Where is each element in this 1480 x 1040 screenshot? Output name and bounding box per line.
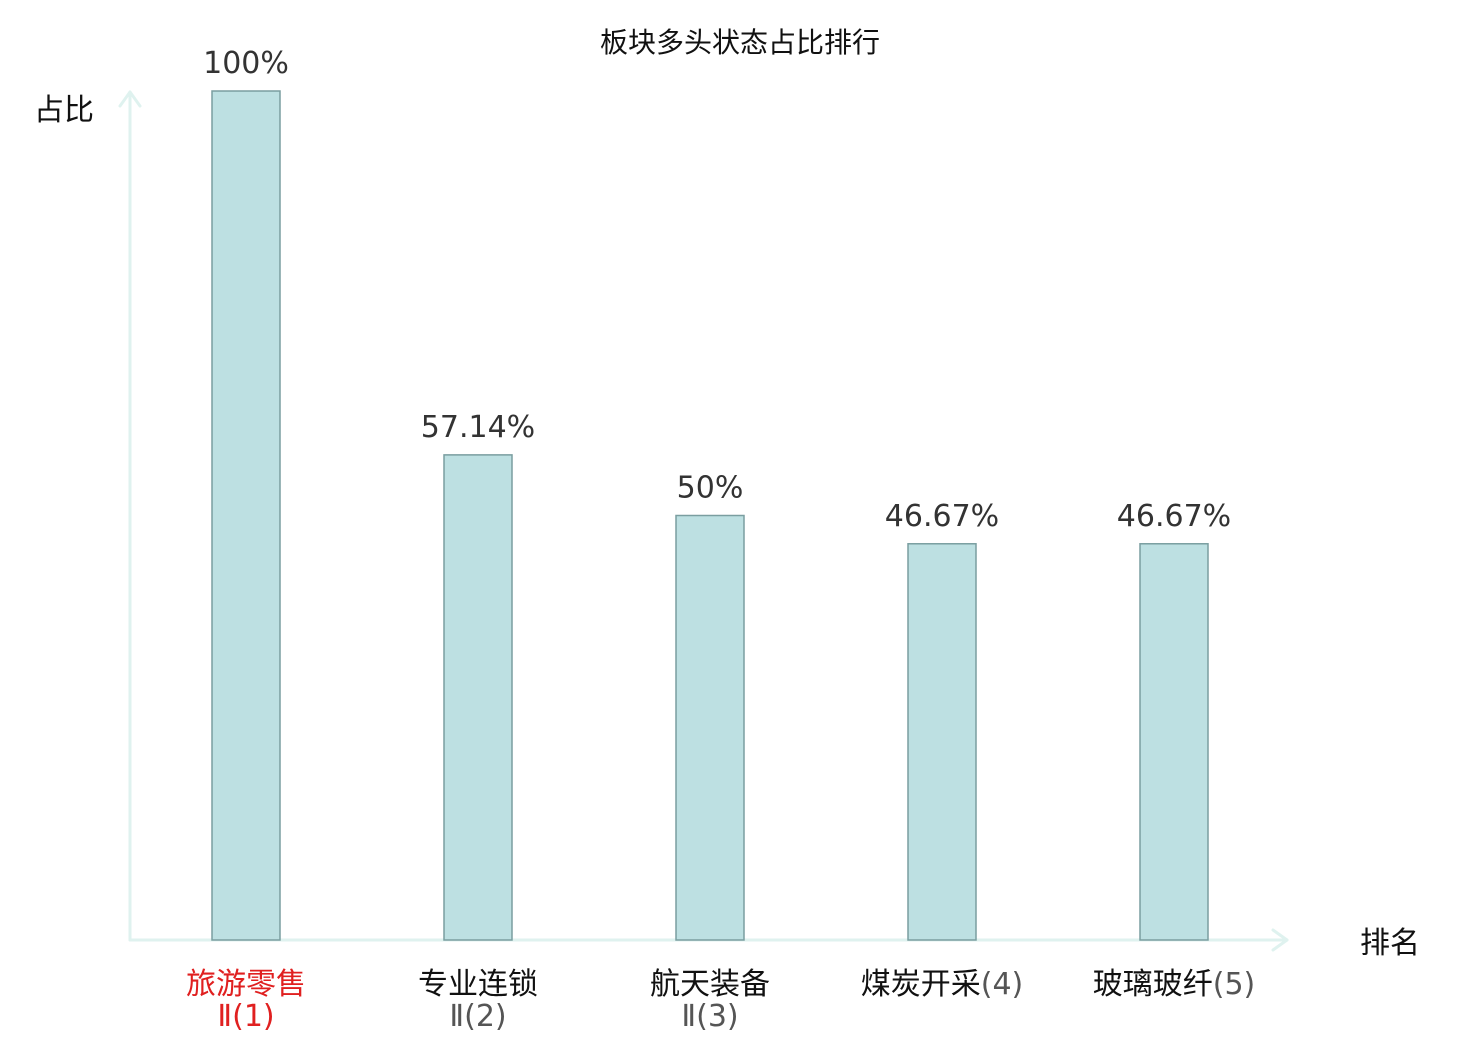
category-label-2: 专业连锁 [418, 967, 538, 1002]
category-label-5: 玻璃玻纤(5) [1093, 967, 1256, 1002]
bar-3 [675, 514, 745, 941]
value-label-4: 46.67% [885, 499, 999, 534]
bar-4 [907, 543, 977, 941]
bar-2 [443, 454, 513, 941]
category-suffix-5: (5) [1213, 967, 1256, 1002]
x-axis-label: 排名 [1360, 926, 1420, 961]
bar-5 [1139, 543, 1209, 941]
category-suffix-1: Ⅱ(1) [217, 999, 274, 1034]
value-label-3: 50% [677, 471, 744, 506]
y-axis [118, 90, 142, 942]
value-labels-group: 100% 57.14% 50% 46.67% 46.67% [203, 46, 1231, 534]
chart-title: 板块多头状态占比排行 [600, 26, 880, 59]
category-label-4: 煤炭开采(4) [861, 967, 1024, 1002]
category-name-4: 煤炭开采 [861, 967, 981, 1002]
category-name-5: 玻璃玻纤 [1093, 967, 1213, 1002]
value-label-1: 100% [203, 46, 289, 81]
bar-1 [211, 90, 281, 941]
y-axis-label: 占比 [34, 93, 94, 128]
value-label-2: 57.14% [421, 410, 535, 445]
category-suffix-4: (4) [981, 967, 1024, 1002]
category-label-1: 旅游零售 [186, 967, 306, 1002]
category-suffix-2: Ⅱ(2) [449, 999, 506, 1034]
bars-group [211, 90, 1209, 941]
value-label-5: 46.67% [1117, 499, 1231, 534]
category-label-3: 航天装备 [650, 967, 770, 1002]
category-suffix-3: Ⅱ(3) [681, 999, 738, 1034]
